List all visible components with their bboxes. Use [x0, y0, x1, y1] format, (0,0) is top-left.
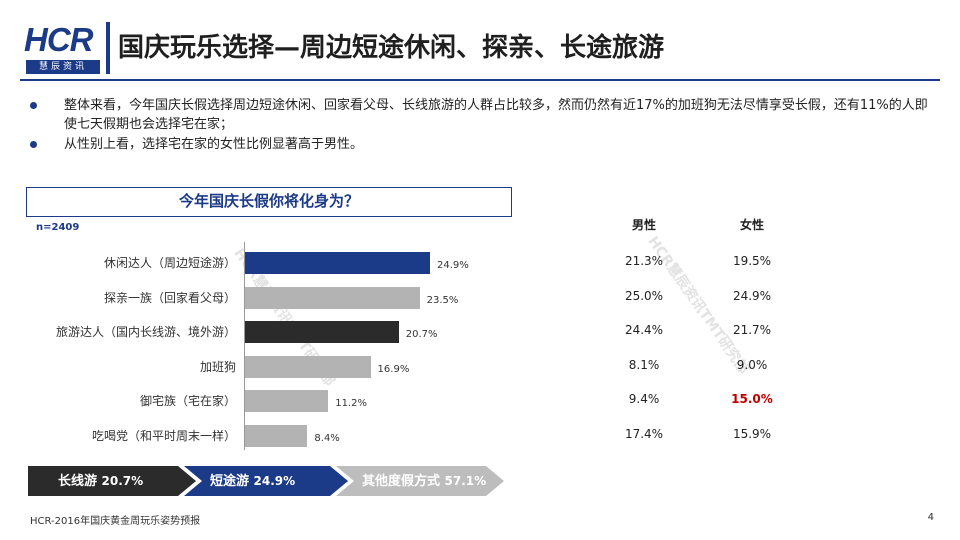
category-label: 探亲一族（回家看父母） [103, 290, 236, 305]
arrow-value: 57.1% [444, 474, 487, 488]
arrow-label: 其他度假方式 [362, 474, 441, 489]
bullet-list: 整体来看，今年国庆长假选择周边短途休闲、回家看父母、长线旅游的人群占比较多，然而… [28, 96, 938, 155]
bullet-item: 从性别上看，选择宅在家的女性比例显著高于男性。 [28, 135, 938, 154]
page-number: 4 [927, 512, 934, 523]
female-cell: 21.7% [732, 323, 772, 337]
category-label: 吃喝党（和平时周末一样） [91, 428, 236, 443]
bar-value-label: 20.7% [405, 329, 438, 340]
survey-question: 今年国庆长假你将化身为？ [26, 187, 512, 217]
arrow-value: 20.7% [101, 474, 144, 488]
title-divider [20, 79, 940, 81]
category-label: 加班狗 [199, 359, 236, 374]
bar [245, 252, 430, 274]
female-cell: 19.5% [732, 254, 772, 268]
bar [245, 390, 329, 412]
male-cell: 24.4% [624, 323, 664, 337]
bar [245, 424, 308, 447]
arrow-other: 其他度假方式 57.1% [336, 466, 504, 496]
watermark: HCR慧辰资讯TMT研究部 [230, 245, 338, 390]
bullet-item: 整体来看，今年国庆长假选择周边短途休闲、回家看父母、长线旅游的人群占比较多，然而… [28, 96, 938, 134]
arrow-long-trip: 长线游 20.7% [28, 466, 196, 496]
arrow-short-trip: 短途游 24.9% [184, 466, 348, 496]
logo-subtitle: 慧辰资讯 [26, 60, 100, 74]
category-label: 休闲达人（周边短途游） [103, 256, 236, 270]
sample-size: n=2409 [36, 222, 80, 233]
male-cell: 9.4% [628, 392, 660, 406]
female-cell: 9.0% [736, 357, 768, 372]
male-header: 男性 [631, 218, 656, 232]
bar-value-label: 11.2% [335, 398, 367, 409]
bar-value-label: 23.5% [426, 294, 459, 306]
arrow-value: 24.9% [253, 474, 296, 488]
logo-text: HCR [24, 21, 94, 58]
page-title: 国庆玩乐选择—周边短途休闲、探亲、长途旅游 [118, 33, 665, 63]
female-cell: 15.9% [732, 426, 772, 441]
bar-value-label: 8.4% [314, 432, 340, 444]
male-cell: 8.1% [628, 357, 660, 372]
arrow-label: 长线游 [58, 474, 98, 489]
hcr-logo: HCR 慧辰资讯 [24, 22, 102, 74]
female-cell: 15.0% [731, 392, 773, 406]
male-cell: 25.0% [624, 288, 664, 303]
bar-value-label: 24.9% [437, 260, 469, 271]
female-cell: 24.9% [732, 288, 772, 303]
arrow-label: 短途游 [210, 474, 250, 489]
footer-source: HCR-2016年国庆黄金周玩乐姿势预报 [30, 516, 201, 527]
bar-value-label: 16.9% [377, 363, 410, 375]
female-header: 女性 [739, 218, 764, 232]
bar [245, 321, 399, 343]
male-cell: 17.4% [624, 426, 664, 441]
male-cell: 21.3% [624, 254, 664, 268]
title-accent-bar [106, 22, 110, 74]
category-label: 旅游达人（国内长线游、境外游） [55, 325, 236, 339]
category-label: 御宅族（宅在家） [139, 394, 236, 408]
